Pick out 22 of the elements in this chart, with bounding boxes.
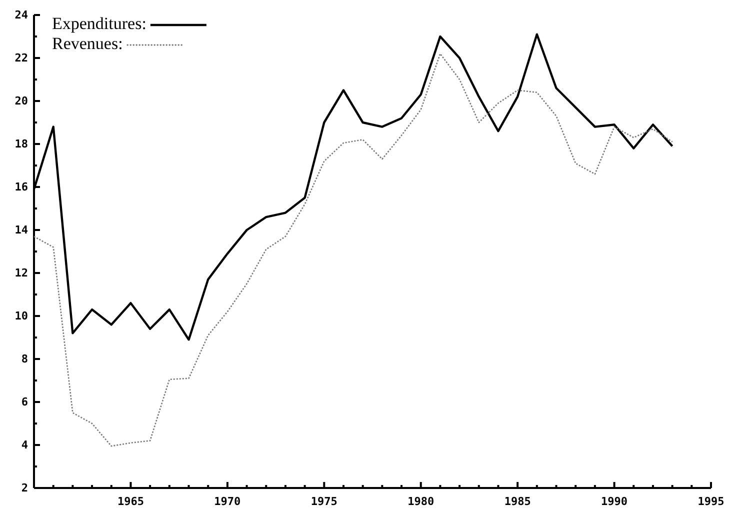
x-tick-label: 1985 bbox=[504, 494, 531, 508]
x-tick-label: 1980 bbox=[408, 494, 434, 508]
line-series bbox=[33, 53, 673, 447]
y-tick-label: 16 bbox=[14, 180, 28, 194]
legend-label: Expenditures: bbox=[52, 14, 146, 33]
y-tick-label: 6 bbox=[21, 396, 28, 409]
y-tick-label: 10 bbox=[14, 310, 28, 323]
y-tick-label: 18 bbox=[14, 138, 28, 151]
x-tick-label: 1990 bbox=[601, 494, 628, 508]
legend-label: Revenues: bbox=[52, 34, 123, 53]
y-tick-label: 2 bbox=[21, 482, 28, 495]
x-tick-label: 1965 bbox=[117, 494, 144, 508]
y-tick-label: 20 bbox=[14, 94, 28, 108]
x-tick-label: 1975 bbox=[310, 494, 338, 508]
y-tick-label: 24 bbox=[14, 8, 28, 22]
x-tick-label: 1995 bbox=[698, 494, 724, 508]
x-tick-label: 1970 bbox=[214, 494, 241, 508]
y-tick-label: 4 bbox=[21, 438, 28, 452]
y-tick-label: 12 bbox=[14, 266, 28, 280]
y-tick-label: 14 bbox=[14, 224, 28, 237]
y-tick-label: 8 bbox=[21, 352, 28, 366]
y-tick-label: 22 bbox=[14, 52, 28, 65]
